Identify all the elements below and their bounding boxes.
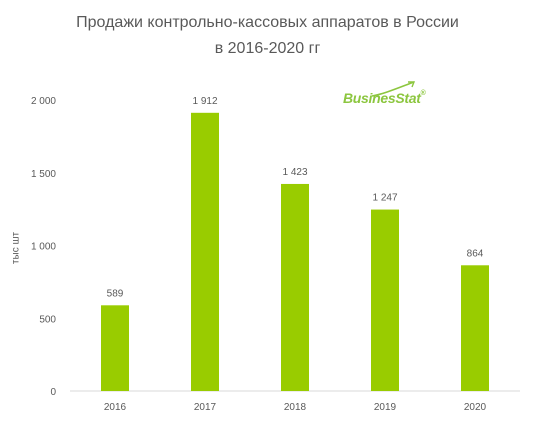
bar [191, 112, 219, 391]
chart-title-line2: в 2016-2020 гг [214, 40, 321, 57]
y-tick-label: 500 [39, 314, 56, 325]
chart-title-line1: Продажи контрольно-кассовых аппаратов в … [76, 14, 459, 31]
registered-mark-icon: ® [420, 90, 426, 97]
x-tick-label: 2016 [104, 402, 127, 413]
x-tick-label: 2019 [374, 402, 397, 413]
x-tick-label: 2020 [464, 402, 487, 413]
data-label: 1 423 [282, 167, 307, 178]
bar [461, 265, 489, 391]
x-tick-label: 2017 [194, 402, 217, 413]
watermark-swoosh-icon [371, 81, 416, 97]
data-label: 1 247 [372, 193, 397, 204]
y-tick-label: 1 500 [31, 169, 56, 180]
data-label: 589 [107, 288, 124, 299]
y-tick-label: 1 000 [31, 242, 56, 253]
watermark-text: BusinesStat [343, 90, 421, 106]
bar [281, 183, 309, 391]
bar [371, 209, 399, 391]
watermark-logo: BusinesStat® [343, 90, 426, 106]
bar [101, 305, 129, 391]
x-tick-label: 2018 [284, 402, 307, 413]
y-tick-label: 0 [50, 387, 56, 398]
data-label: 864 [467, 248, 484, 259]
y-tick-label: 2 000 [31, 96, 56, 107]
data-label: 1 912 [192, 96, 217, 107]
